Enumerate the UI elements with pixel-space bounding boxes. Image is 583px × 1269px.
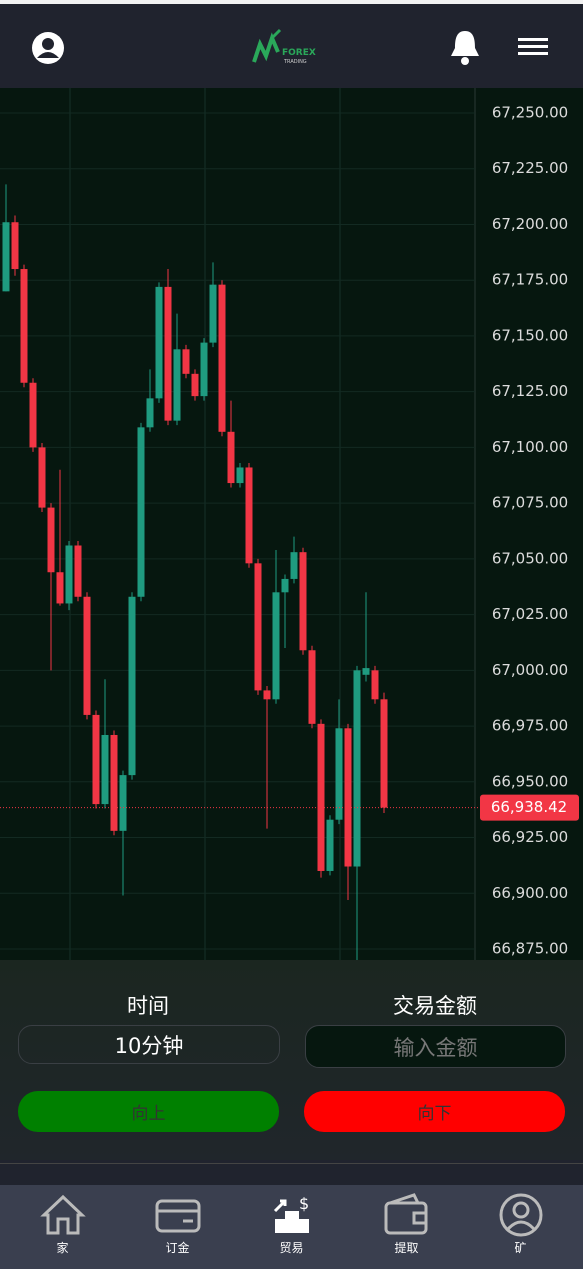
candle-body xyxy=(2,222,10,292)
candle-body xyxy=(209,284,217,343)
profile-icon[interactable] xyxy=(30,30,66,66)
y-tick-label: 67,025.00 xyxy=(492,605,568,623)
bell-icon[interactable] xyxy=(448,28,482,66)
candle-body xyxy=(200,342,208,397)
user-icon xyxy=(499,1193,542,1237)
y-tick-label: 67,000.00 xyxy=(492,661,568,679)
candle-body xyxy=(299,552,307,651)
y-tick-label: 67,100.00 xyxy=(492,438,568,456)
trade-icon: $ xyxy=(273,1194,309,1233)
candle-body xyxy=(47,507,55,573)
candle-body xyxy=(56,572,64,604)
y-tick-label: 67,175.00 xyxy=(492,271,568,289)
y-tick-label: 67,050.00 xyxy=(492,549,568,567)
candle-body xyxy=(290,552,298,579)
candle-body xyxy=(146,398,154,428)
candle-body xyxy=(191,373,199,397)
amount-input[interactable]: 输入金额 xyxy=(305,1025,566,1068)
logo-text: FOREX xyxy=(282,48,316,58)
candle-body xyxy=(182,349,190,374)
y-tick-label: 67,200.00 xyxy=(492,215,568,233)
candle-body xyxy=(173,349,181,421)
y-tick-label: 67,225.00 xyxy=(492,159,568,177)
logo-mark xyxy=(252,28,282,63)
candle-body xyxy=(317,723,325,871)
candle-body xyxy=(308,650,316,724)
price-chart: 67,250.00 67,225.00 67,200.00 67,175.00 67,1… xyxy=(0,88,583,960)
y-tick-label: 67,250.00 xyxy=(492,104,568,122)
candle-body xyxy=(38,447,46,508)
nav-label: 矿 xyxy=(514,1241,527,1255)
y-tick-label: 67,125.00 xyxy=(492,382,568,400)
time-label: 时间 xyxy=(127,994,169,1018)
candle-body xyxy=(137,427,145,597)
candle-body xyxy=(272,592,280,700)
candle-body xyxy=(92,714,100,805)
candle-body xyxy=(218,284,226,432)
candle-body xyxy=(101,734,109,805)
candle-body xyxy=(20,269,28,383)
trade-panel: 时间 10分钟 交易金额 输入金额 向上 向下 xyxy=(0,960,583,1160)
current-price-tag xyxy=(480,794,579,821)
candle-body xyxy=(110,734,118,831)
candle-body xyxy=(128,596,136,776)
candle-body xyxy=(362,668,370,675)
card-icon xyxy=(155,1199,200,1233)
logo-sub: TRADING xyxy=(284,59,307,65)
nav-home[interactable]: 家 xyxy=(4,1185,121,1269)
candle-body xyxy=(29,382,37,448)
home-icon xyxy=(39,1194,86,1235)
candle-body xyxy=(326,819,334,871)
y-tick-label: 66,900.00 xyxy=(492,884,568,902)
amount-label: 交易金额 xyxy=(393,994,477,1018)
candle-body xyxy=(380,699,388,808)
candle-body xyxy=(11,222,19,270)
y-tick-label: 66,975.00 xyxy=(492,717,568,735)
menu-icon[interactable] xyxy=(518,36,550,58)
candle-body xyxy=(371,670,379,700)
nav-label: 提取 xyxy=(394,1241,419,1255)
y-tick-label: 67,150.00 xyxy=(492,326,568,344)
time-select[interactable]: 10分钟 xyxy=(18,1025,280,1064)
nav-trade[interactable]: $ 贸易 xyxy=(233,1185,350,1269)
candle-body xyxy=(353,670,361,867)
candle-body xyxy=(83,596,91,715)
y-tick-label: 66,875.00 xyxy=(492,940,568,958)
y-tick-label: 67,075.00 xyxy=(492,494,568,512)
y-tick-label: 66,925.00 xyxy=(492,828,568,846)
header: FOREX TRADING xyxy=(0,4,583,88)
candle-body xyxy=(227,431,235,484)
current-price-label: 66,938.42 xyxy=(491,798,567,816)
candle-body xyxy=(254,563,262,691)
candle-body xyxy=(164,286,172,421)
candle-body xyxy=(245,467,253,564)
wallet-icon xyxy=(384,1193,427,1235)
svg-text:$: $ xyxy=(299,1194,309,1213)
up-button[interactable]: 向上 xyxy=(18,1091,279,1132)
candle-body xyxy=(263,690,271,700)
candle-body xyxy=(281,578,289,593)
nav-mine[interactable]: 矿 xyxy=(462,1185,579,1269)
top-bar xyxy=(0,0,583,4)
nav-deposit[interactable]: 订金 xyxy=(119,1185,236,1269)
candle-body xyxy=(155,286,163,399)
candle-body xyxy=(74,545,82,597)
candle-body xyxy=(344,728,352,867)
divider xyxy=(0,1163,583,1164)
y-tick-label: 66,950.00 xyxy=(492,772,568,790)
candle-body xyxy=(335,728,343,820)
down-button[interactable]: 向下 xyxy=(304,1091,565,1132)
candle-body xyxy=(65,545,73,604)
candle-body xyxy=(119,775,127,831)
nav-withdraw[interactable]: 提取 xyxy=(348,1185,465,1269)
candle-body xyxy=(236,467,244,484)
nav-label: 订金 xyxy=(165,1241,190,1255)
nav-label: 贸易 xyxy=(279,1241,304,1255)
nav-label: 家 xyxy=(56,1241,69,1255)
